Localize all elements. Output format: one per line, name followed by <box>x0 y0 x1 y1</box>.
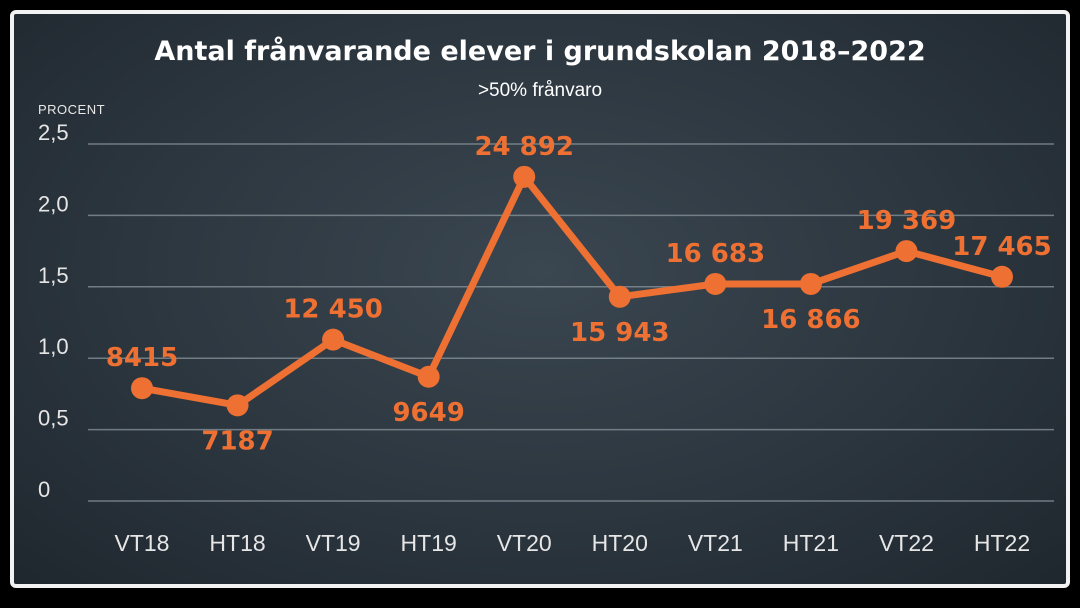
y-tick-label: 2,0 <box>38 191 69 216</box>
chart-subtitle: >50% frånvaro <box>478 80 602 101</box>
y-tick-label: 1,5 <box>38 263 69 288</box>
y-tick-label: 0,5 <box>38 406 69 431</box>
data-label: 15 943 <box>570 318 670 348</box>
x-tick-label: VT20 <box>497 530 552 556</box>
y-tick-label: 0 <box>38 477 50 502</box>
data-point <box>417 365 440 388</box>
data-label: 16 683 <box>666 239 766 269</box>
series-line <box>138 173 1006 409</box>
data-point <box>608 285 631 308</box>
data-point <box>895 240 918 263</box>
x-tick-label: VT18 <box>115 530 170 556</box>
data-point <box>322 328 345 351</box>
x-tick-label: HT19 <box>401 530 457 556</box>
data-label: 17 465 <box>952 232 1052 262</box>
data-point <box>226 394 249 417</box>
data-point <box>991 265 1013 288</box>
x-tick-label: HT21 <box>783 530 839 556</box>
line-chart: Antal frånvarande elever i grundskolan 2… <box>38 35 1054 556</box>
y-tick-label: 1,0 <box>38 334 69 359</box>
chart-title: Antal frånvarande elever i grundskolan 2… <box>154 35 925 67</box>
x-tick-label: VT21 <box>688 530 743 556</box>
x-tick-label: VT19 <box>306 530 361 556</box>
x-tick-label: VT22 <box>879 530 934 556</box>
series-line-layer <box>138 173 1006 409</box>
chart-frame: Antal frånvarande elever i grundskolan 2… <box>10 10 1070 588</box>
data-label: 24 892 <box>474 132 574 162</box>
y-axis-ticks: 0 0,5 1,0 1,5 2,0 2,5 <box>38 120 69 502</box>
data-point <box>513 165 536 188</box>
data-point <box>799 272 822 295</box>
data-label: 19 369 <box>857 206 957 236</box>
x-tick-label: HT20 <box>592 530 648 556</box>
x-tick-label: HT18 <box>209 530 265 556</box>
x-tick-label: HT22 <box>974 530 1030 556</box>
y-axis-unit-label: PROCENT <box>38 102 105 117</box>
series-points <box>131 165 1013 417</box>
data-point <box>131 377 153 400</box>
data-label: 8415 <box>106 343 178 373</box>
data-point <box>704 272 727 295</box>
data-label: 16 866 <box>761 305 861 335</box>
data-labels: 8415 7187 12 450 9649 24 892 15 943 16 683 16 8… <box>106 132 1052 456</box>
data-label: 7187 <box>201 426 273 456</box>
x-axis-ticks: VT18 HT18 VT19 HT19 VT20 HT20 VT21 HT21 VT22 HT22 <box>115 530 1031 556</box>
data-label: 12 450 <box>283 295 383 325</box>
data-label: 9649 <box>392 398 464 428</box>
y-tick-label: 2,5 <box>38 120 69 145</box>
gridlines <box>88 143 1054 502</box>
